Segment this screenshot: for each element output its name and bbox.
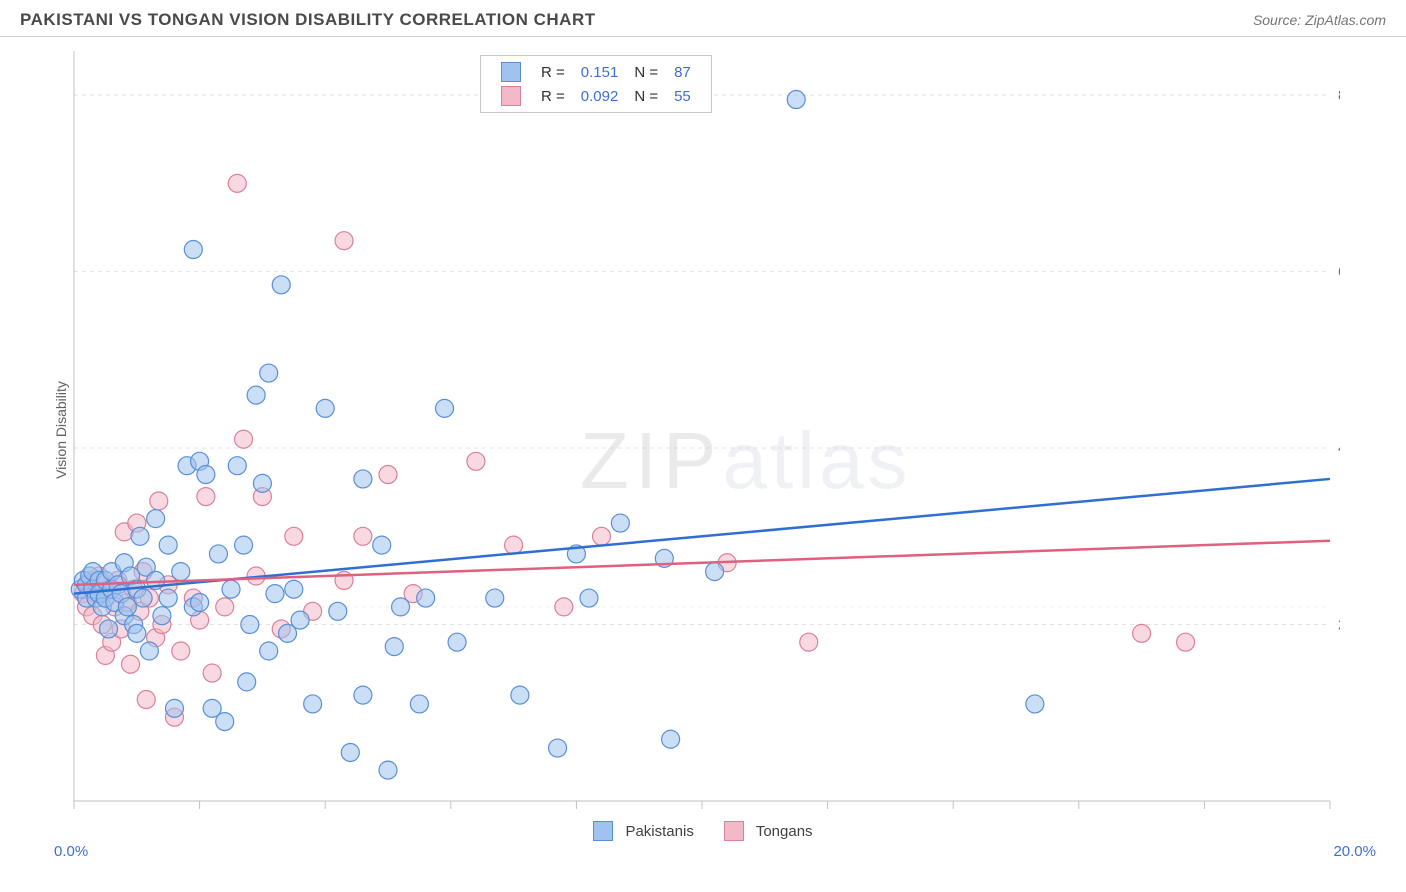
data-point [1133,624,1151,642]
legend-label: Tongans [756,823,813,840]
data-point [238,673,256,691]
data-point [379,761,397,779]
data-point [159,589,177,607]
data-point [1026,695,1044,713]
x-axis-min: 0.0% [54,843,88,860]
data-point [118,598,136,616]
data-point [228,457,246,475]
legend-label: Pakistanis [625,823,693,840]
data-point [260,642,278,660]
data-point [1177,633,1195,651]
data-point [549,739,567,757]
data-point [241,616,259,634]
data-point [134,589,152,607]
data-point [209,545,227,563]
x-axis-max: 20.0% [1333,843,1376,860]
chart-title: PAKISTANI VS TONGAN VISION DISABILITY CO… [20,10,596,30]
data-point [410,695,428,713]
data-point [172,642,190,660]
data-point [467,452,485,470]
data-point [373,536,391,554]
data-point [137,691,155,709]
data-point [304,695,322,713]
data-point [486,589,504,607]
data-point [122,655,140,673]
data-point [341,743,359,761]
data-point [235,430,253,448]
data-point [216,598,234,616]
data-point [128,624,146,642]
data-point [247,386,265,404]
data-point [266,585,284,603]
data-point [329,602,347,620]
data-point [253,474,271,492]
stats-legend: R =0.151N =87R =0.092N =55 [480,55,712,113]
svg-text:2.0%: 2.0% [1338,617,1340,634]
data-point [706,563,724,581]
data-point [593,527,611,545]
data-point [580,589,598,607]
data-point [392,598,410,616]
data-point [260,364,278,382]
scatter-plot: 2.0% 4.0% 6.0% 8.0% [20,45,1340,815]
data-point [800,633,818,651]
data-point [611,514,629,532]
data-point [165,699,183,717]
legend-swatch [724,821,744,841]
series-legend: Pakistanis Tongans [0,815,1406,843]
data-point [172,563,190,581]
data-point [335,232,353,250]
data-point [385,638,403,656]
data-point [291,611,309,629]
data-point [153,607,171,625]
legend-item: Tongans [724,821,813,841]
legend-item: Pakistanis [593,821,693,841]
data-point [100,620,118,638]
header: PAKISTANI VS TONGAN VISION DISABILITY CO… [0,0,1406,37]
data-point [662,730,680,748]
data-point [436,399,454,417]
data-point [159,536,177,554]
data-point [222,580,240,598]
data-point [216,713,234,731]
data-point [285,580,303,598]
data-point [131,527,149,545]
data-point [417,589,435,607]
data-point [354,527,372,545]
data-point [184,241,202,259]
x-axis-range: 0.0% 20.0% [0,843,1406,860]
svg-text:6.0%: 6.0% [1338,264,1340,281]
data-point [235,536,253,554]
data-point [511,686,529,704]
svg-text:8.0%: 8.0% [1338,87,1340,104]
data-point [197,488,215,506]
data-point [150,492,168,510]
data-point [787,91,805,109]
svg-text:4.0%: 4.0% [1338,440,1340,457]
data-point [379,466,397,484]
chart-container: Vision Disability 2.0%4.0%6.0%8.0% ZIPat… [20,45,1386,815]
data-point [191,593,209,611]
source-label: Source: ZipAtlas.com [1253,12,1386,28]
trend-line [74,541,1330,585]
data-point [197,466,215,484]
data-point [285,527,303,545]
data-point [272,276,290,294]
data-point [448,633,466,651]
data-point [354,686,372,704]
data-point [140,642,158,660]
data-point [555,598,573,616]
data-point [354,470,372,488]
data-point [505,536,523,554]
y-axis-label: Vision Disability [53,381,69,479]
legend-swatch [593,821,613,841]
data-point [203,664,221,682]
data-point [147,510,165,528]
data-point [228,174,246,192]
data-point [316,399,334,417]
